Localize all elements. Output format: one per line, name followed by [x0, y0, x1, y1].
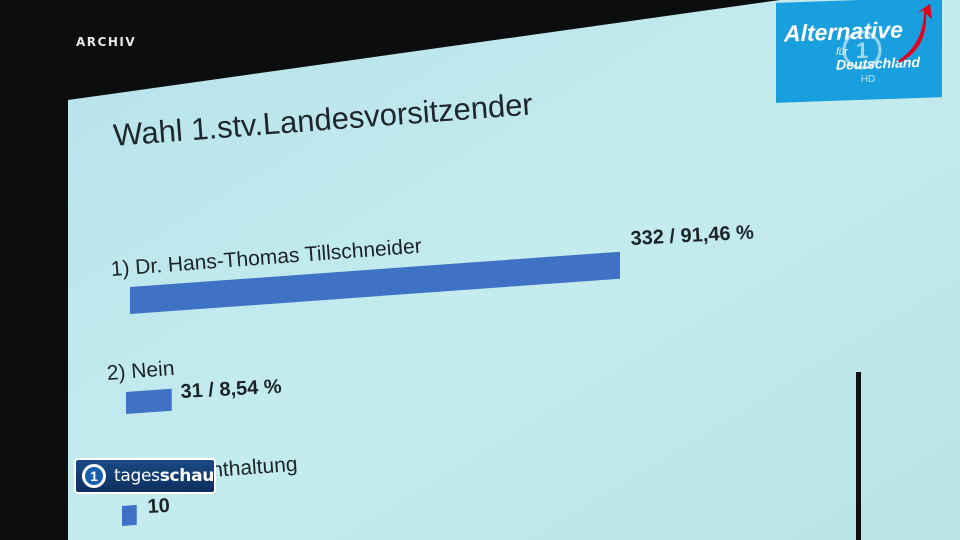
category-label-1: 1) Dr. Hans-Thomas Tillschneider [110, 234, 423, 281]
category-label-2: 2) Nein [106, 356, 176, 385]
ard-hd-watermark-icon: 1 HD [842, 30, 882, 84]
party-logo: Alternative für Deutschland [776, 0, 942, 103]
bar-3 [122, 504, 137, 526]
bar-1 [130, 251, 620, 314]
tagesschau-wordmark: tagesschau [114, 466, 215, 486]
svg-text:1: 1 [90, 468, 98, 484]
archive-label: ARCHIV [76, 35, 137, 49]
ard-one-icon: 1 [82, 464, 106, 488]
speaker-stand-pole [856, 372, 861, 540]
bars-layer [122, 251, 620, 526]
data-label-2: 31 / 8,54 % [180, 375, 283, 403]
data-label-3: 10 [147, 494, 171, 518]
bar-2 [126, 388, 172, 414]
logo-arrow-icon [898, 3, 932, 63]
chart-title: Wahl 1.stv.Landesvorsitzender [112, 86, 534, 153]
data-label-1: 332 / 91,46 % [630, 221, 755, 250]
svg-text:HD: HD [861, 74, 875, 84]
svg-text:1: 1 [856, 38, 868, 63]
tagesschau-logo: 1 tagesschau [74, 458, 216, 494]
